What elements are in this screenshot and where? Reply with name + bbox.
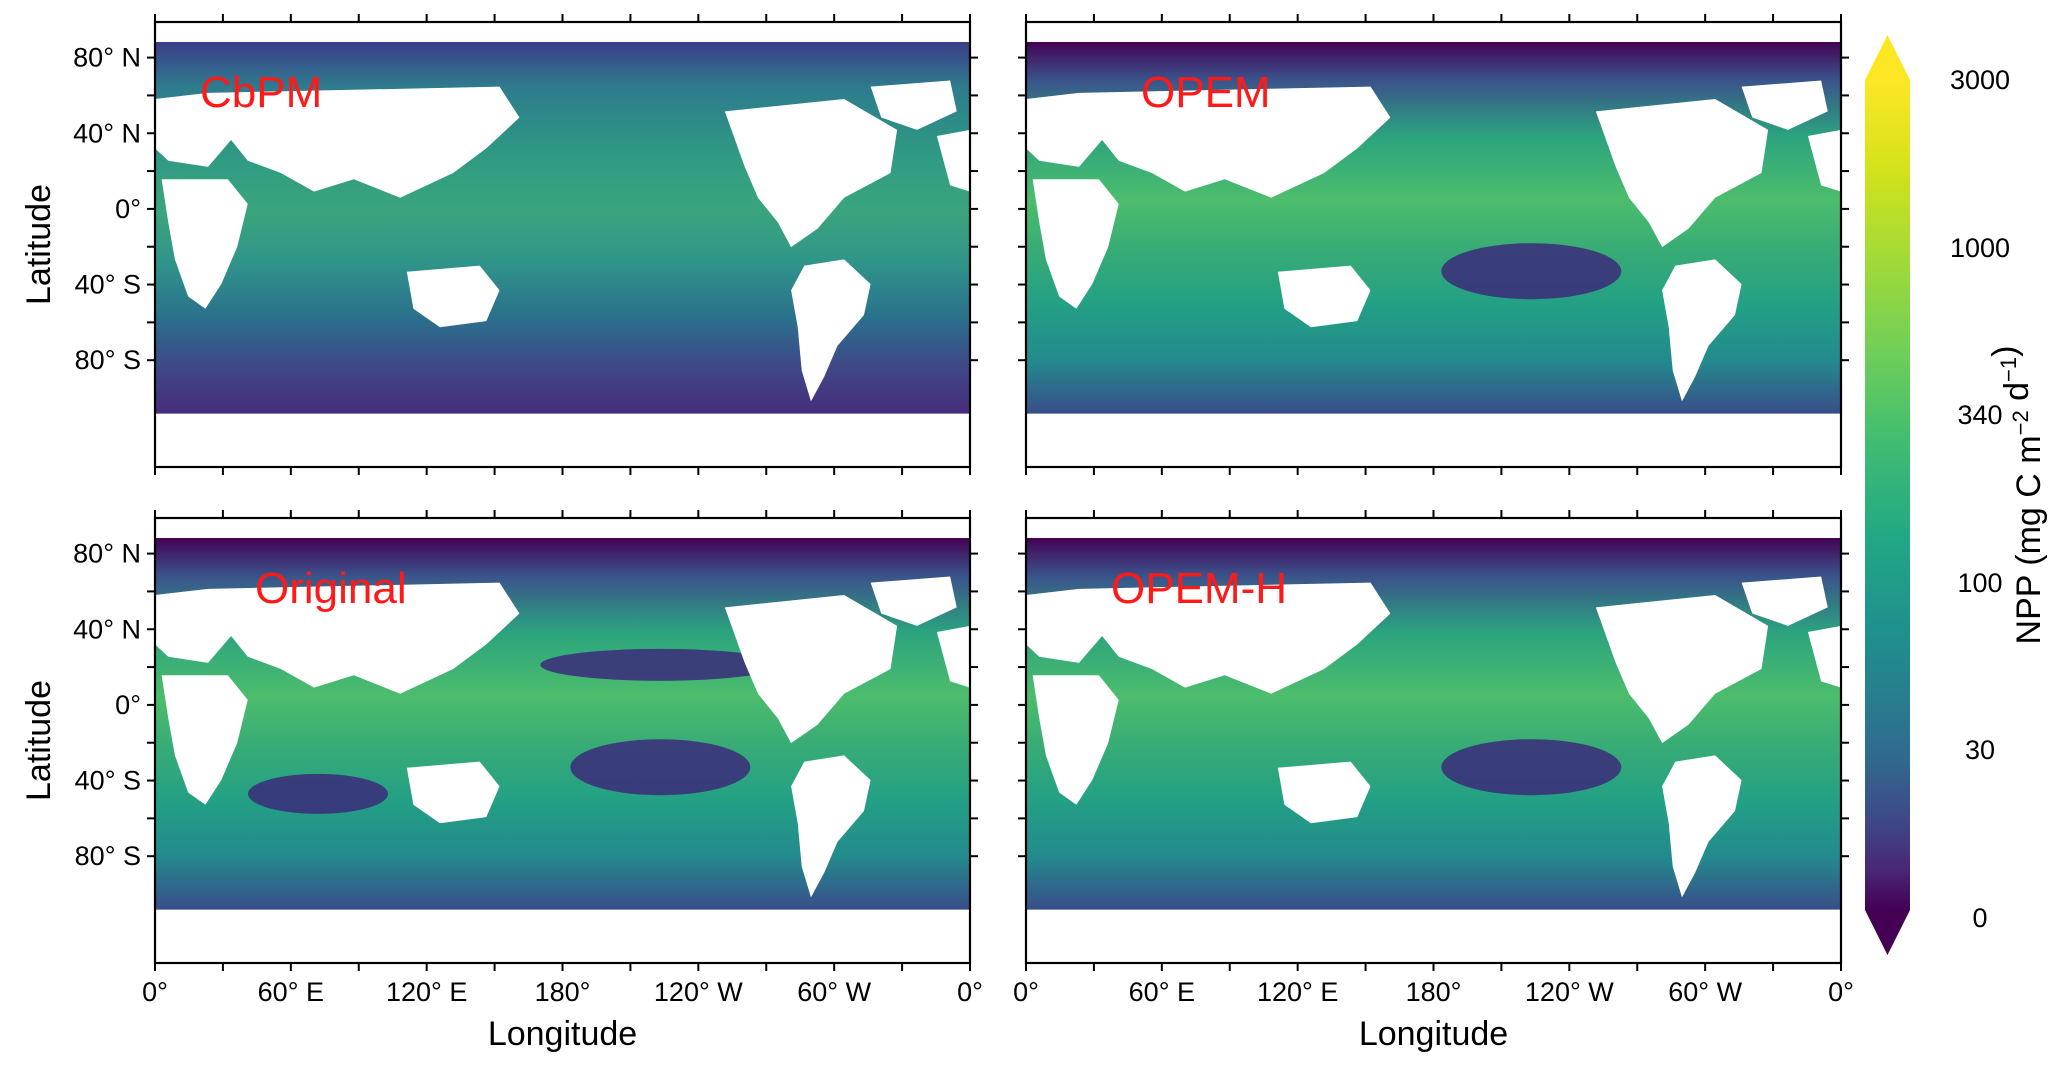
colorbar-tick-label: 30 [1965,735,1995,765]
colorbar-extend-max [1865,35,1910,80]
map-panel-opem: OPEM [1018,14,1849,475]
map-area [155,22,970,467]
lon-tick-label: 120° E [1257,977,1338,1007]
colorbar-scale [1865,80,1910,910]
colorbar-extend-min [1865,910,1910,955]
colorbar-tick-label: 0 [1972,903,1987,933]
panel-title: Original [255,564,407,613]
lon-tick-label: 60° E [1129,977,1195,1007]
gyre [1441,243,1622,300]
lon-tick-label: 180° [1406,977,1462,1007]
lat-tick-label: 80° S [75,841,141,871]
lat-tick-label: 40° S [75,270,141,300]
colorbar: 3000 1000 340 100 30 0 NPP (mg C m−2 d−1) [1865,35,2048,955]
lat-tick-label: 80° S [75,345,141,375]
lon-tick-label: 0° [1013,977,1039,1007]
lon-tick-label: 180° [535,977,591,1007]
lon-tick-label: 0° [957,977,983,1007]
colorbar-tick-label: 1000 [1950,233,2010,263]
map-area [155,518,970,963]
lon-tick-label: 60° E [258,977,324,1007]
gyre [248,773,388,814]
colorbar-tick-label: 340 [1957,400,2002,430]
map-area [1026,22,1841,467]
lat-tick-label: 40° N [73,614,141,644]
lon-tick-label: 120° W [654,977,743,1007]
lat-tick-label: 0° [115,690,141,720]
lat-tick-label: 80° N [73,539,141,569]
panel-title: CbPM [200,68,322,117]
gyre [570,739,751,796]
map-panel-original: Original 80° N 40° N 0° 40° S 80° S 0° 60° E 120… [20,510,983,1053]
colorbar-tick-label: 100 [1957,568,2002,598]
map-panel-opem-h: OPEM-H 0° 60° E 120° E 180° 120° W 60° W 0° Long… [1013,510,1854,1053]
panel-title: OPEM-H [1111,564,1287,613]
lon-tick-label: 0° [1828,977,1854,1007]
lat-tick-label: 0° [115,194,141,224]
colorbar-title: NPP (mg C m−2 d−1) [1986,346,2048,645]
lat-tick-label: 40° S [75,766,141,796]
lon-tick-label: 120° E [386,977,467,1007]
colorbar-tick-label: 3000 [1950,65,2010,95]
lon-tick-label: 120° W [1525,977,1614,1007]
lon-tick-label: 0° [142,977,168,1007]
map-area [1026,518,1841,963]
gyre [1441,739,1622,796]
latitude-axis-label: Latitude [20,184,58,305]
lon-tick-label: 60° W [1668,977,1742,1007]
gyre [540,648,781,681]
map-panel-cbpm: CbPM 80° N 40° N 0° 40° S 80° S Latitude [20,14,978,475]
longitude-axis-label: Longitude [488,1015,637,1053]
lon-tick-label: 60° W [797,977,871,1007]
panel-title: OPEM [1141,68,1271,117]
latitude-axis-label: Latitude [20,680,58,801]
lat-tick-label: 40° N [73,118,141,148]
longitude-axis-label: Longitude [1359,1015,1508,1053]
lat-tick-label: 80° N [73,43,141,73]
